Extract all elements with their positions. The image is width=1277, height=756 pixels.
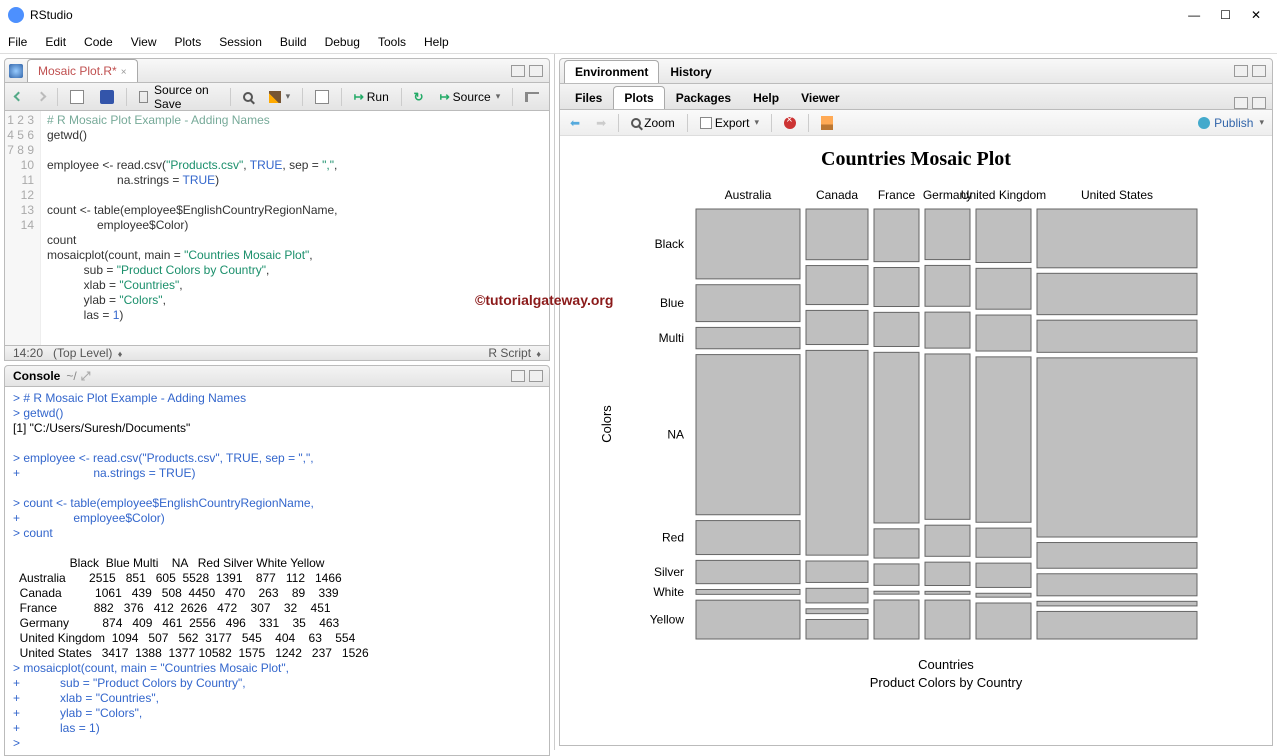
- source-toolbar: Source on Save ▾ ↦Run ↻ ↦Source▾: [4, 83, 550, 111]
- clear-plots-button[interactable]: [817, 114, 837, 132]
- save-button[interactable]: [96, 88, 118, 106]
- svg-text:Australia: Australia: [725, 188, 772, 202]
- maximize-pane-icon[interactable]: [529, 370, 543, 382]
- maximize-pane-icon[interactable]: [529, 65, 543, 77]
- source-tabs: Mosaic Plot.R*×: [4, 58, 550, 83]
- remove-plot-button[interactable]: [780, 115, 800, 131]
- menu-debug[interactable]: Debug: [325, 35, 360, 49]
- svg-text:Blue: Blue: [660, 296, 684, 310]
- svg-text:Product Colors by Country: Product Colors by Country: [870, 675, 1023, 690]
- svg-text:Red: Red: [662, 531, 684, 545]
- find-button[interactable]: [239, 90, 257, 104]
- popout-icon[interactable]: ⤢: [81, 369, 91, 384]
- scope-selector[interactable]: (Top Level): [53, 346, 112, 360]
- minimize-pane-icon[interactable]: [1234, 97, 1248, 109]
- maximize-pane-icon[interactable]: [1252, 65, 1266, 77]
- notebook-button[interactable]: [311, 88, 333, 106]
- export-button[interactable]: Export▾: [696, 114, 763, 132]
- svg-text:NA: NA: [667, 428, 684, 442]
- zoom-button[interactable]: Zoom: [627, 114, 679, 132]
- svg-text:Yellow: Yellow: [650, 613, 685, 627]
- minimize-pane-icon[interactable]: [1234, 65, 1248, 77]
- menu-bar: File Edit Code View Plots Session Build Debug To…: [0, 30, 1277, 54]
- close-tab-icon[interactable]: ×: [121, 67, 127, 78]
- outline-button[interactable]: [521, 90, 543, 104]
- app-icon: [8, 7, 24, 23]
- title-bar: RStudio — ☐ ✕: [0, 0, 1277, 30]
- menu-session[interactable]: Session: [219, 35, 262, 49]
- plot-tab-help[interactable]: Help: [742, 86, 790, 109]
- svg-text:United Kingdom: United Kingdom: [961, 188, 1046, 202]
- rerun-button[interactable]: ↻: [410, 88, 428, 106]
- plot-forward-button[interactable]: ➡: [592, 114, 610, 132]
- console-header: Console~/ ⤢: [4, 365, 550, 387]
- menu-file[interactable]: File: [8, 35, 27, 49]
- source-on-save-check[interactable]: Source on Save: [135, 81, 222, 113]
- menu-tools[interactable]: Tools: [378, 35, 406, 49]
- menu-help[interactable]: Help: [424, 35, 449, 49]
- run-button[interactable]: ↦Run: [350, 88, 393, 106]
- env-tabs: EnvironmentHistory: [559, 58, 1273, 84]
- source-status-bar: 14:20 (Top Level) ♦ R Script ♦: [4, 346, 550, 361]
- plot-back-button[interactable]: ⬅: [566, 114, 584, 132]
- line-gutter: 1 2 3 4 5 6 7 8 9 10 11 12 13 14: [5, 111, 41, 345]
- env-tab-environment[interactable]: Environment: [564, 60, 659, 83]
- language-selector[interactable]: R Script: [488, 346, 531, 360]
- plot-area: ⬅ ➡ Zoom Export▾ Publish▾ Countries Mosa…: [559, 110, 1273, 746]
- code-editor[interactable]: 1 2 3 4 5 6 7 8 9 10 11 12 13 14 # R Mos…: [4, 111, 550, 346]
- svg-text:White: White: [653, 585, 684, 599]
- source-button[interactable]: ↦Source▾: [436, 88, 505, 106]
- close-button[interactable]: ✕: [1251, 8, 1261, 22]
- plot-tab-viewer[interactable]: Viewer: [790, 86, 850, 109]
- svg-text:Multi: Multi: [659, 331, 684, 345]
- menu-plots[interactable]: Plots: [175, 35, 202, 49]
- maximize-pane-icon[interactable]: [1252, 97, 1266, 109]
- mosaic-plot: AustraliaCanadaFranceGermanyUnited Kingd…: [566, 179, 1266, 739]
- show-in-window-button[interactable]: [66, 88, 88, 106]
- app-title: RStudio: [30, 8, 73, 22]
- svg-text:Countries: Countries: [918, 657, 974, 672]
- svg-text:Colors: Colors: [599, 405, 614, 443]
- svg-text:Silver: Silver: [654, 565, 684, 579]
- menu-build[interactable]: Build: [280, 35, 307, 49]
- source-file-tab[interactable]: Mosaic Plot.R*×: [27, 59, 138, 82]
- wand-button[interactable]: ▾: [265, 89, 295, 105]
- minimize-pane-icon[interactable]: [511, 65, 525, 77]
- code-content[interactable]: # R Mosaic Plot Example - Adding Names g…: [41, 111, 344, 345]
- svg-text:United States: United States: [1081, 188, 1153, 202]
- plot-tab-packages[interactable]: Packages: [665, 86, 742, 109]
- plot-toolbar: ⬅ ➡ Zoom Export▾ Publish▾: [560, 110, 1272, 136]
- cursor-position: 14:20: [13, 346, 43, 360]
- back-button[interactable]: [11, 91, 26, 102]
- minimize-button[interactable]: —: [1188, 8, 1200, 22]
- plot-tabs: FilesPlotsPackagesHelpViewer: [559, 84, 1273, 110]
- svg-text:Black: Black: [655, 237, 685, 251]
- watermark: ©tutorialgateway.org: [475, 292, 613, 308]
- maximize-button[interactable]: ☐: [1220, 8, 1231, 22]
- console-output[interactable]: > # R Mosaic Plot Example - Adding Names…: [4, 387, 550, 756]
- file-icon: [9, 64, 23, 78]
- publish-button[interactable]: Publish▾: [1198, 116, 1264, 130]
- plot-tab-plots[interactable]: Plots: [613, 86, 664, 109]
- menu-view[interactable]: View: [131, 35, 157, 49]
- env-tab-history[interactable]: History: [659, 60, 722, 83]
- svg-text:Canada: Canada: [816, 188, 858, 202]
- menu-code[interactable]: Code: [84, 35, 113, 49]
- forward-button[interactable]: [34, 91, 49, 102]
- svg-text:France: France: [878, 188, 916, 202]
- menu-edit[interactable]: Edit: [45, 35, 66, 49]
- plot-title: Countries Mosaic Plot: [560, 148, 1272, 171]
- plot-tab-files[interactable]: Files: [564, 86, 613, 109]
- minimize-pane-icon[interactable]: [511, 370, 525, 382]
